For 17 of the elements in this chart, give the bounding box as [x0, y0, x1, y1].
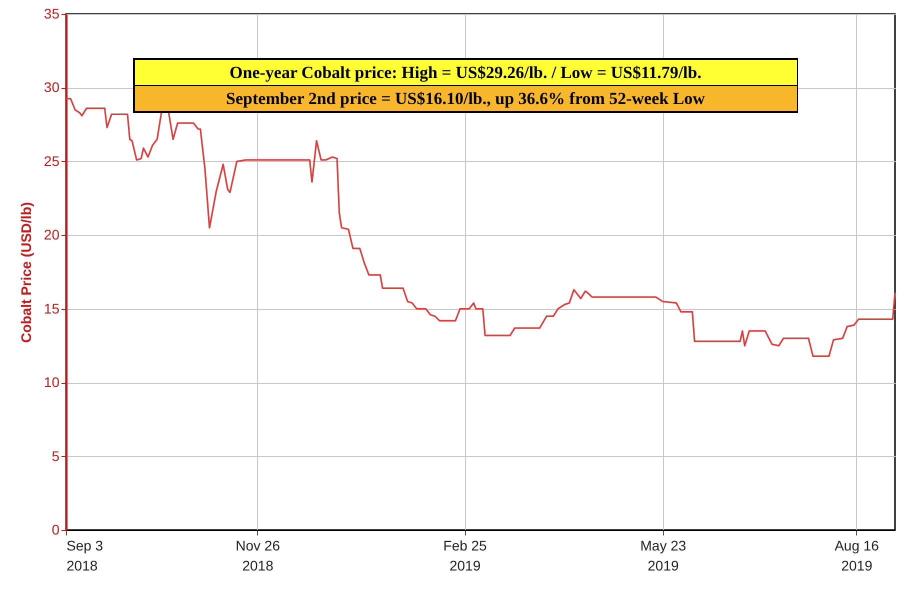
y-tick-label: 20 [44, 226, 60, 243]
y-tick-label: 0 [52, 522, 60, 538]
annotation: One-year Cobalt price: High = US$29.26/lb. / Low = US$11.79/lb. [134, 60, 796, 84]
x-tick-label: Aug 16 2019 [834, 538, 880, 574]
y-tick-label: 35 [44, 6, 60, 22]
y-tick-label: 30 [44, 79, 60, 96]
y-tick-label: 5 [52, 448, 60, 464]
x-tick-label: Nov 26 2018 [236, 538, 280, 574]
annotation: September 2nd price = US$16.10/lb., up 36.6% from 52-week Low [134, 86, 796, 111]
y-tick-label: 10 [44, 374, 60, 390]
y-tick-label: 25 [44, 152, 60, 169]
x-tick-label: Feb 25 2019 [443, 538, 488, 574]
x-tick-label: Sep 3 2018 [66, 538, 104, 574]
y-axis-title: Cobalt Price (USD/lb) [18, 202, 34, 343]
note-box: One-year Cobalt price: High = US$29.26/lb. / Low = US$11.79/lb. September 2nd price = US$16.10/lb., up 36.6% from 52-week Low [133, 58, 798, 112]
y-tick-label: 15 [44, 300, 60, 316]
x-tick-label: May 23 2019 [640, 538, 686, 574]
